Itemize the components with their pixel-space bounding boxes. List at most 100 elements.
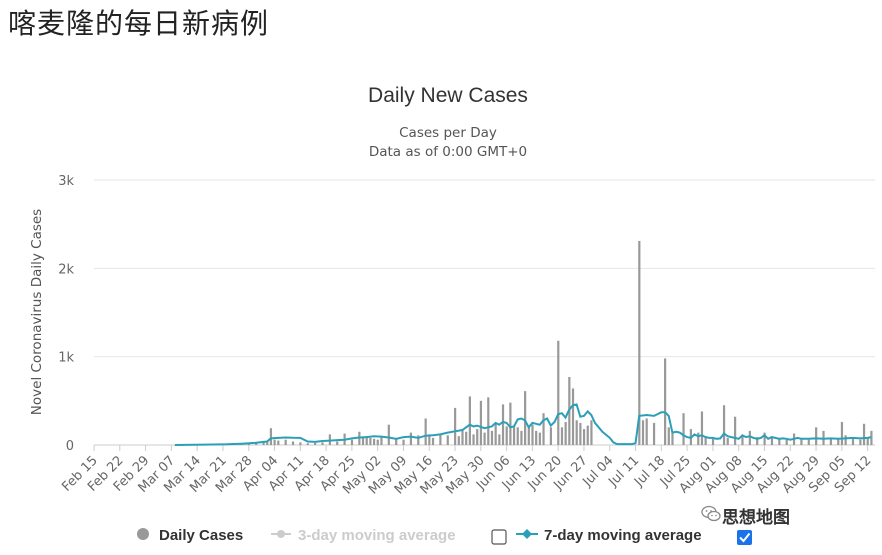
daily-cases-bar	[645, 418, 648, 445]
daily-cases-bar	[387, 424, 390, 445]
daily-cases-bar	[516, 427, 519, 445]
daily-cases-bar	[641, 420, 645, 445]
daily-cases-bar	[734, 416, 737, 445]
daily-cases-bar	[487, 397, 490, 445]
daily-cases-bar	[369, 437, 372, 445]
daily-cases-bar	[557, 340, 560, 445]
checkmark-icon	[739, 532, 751, 543]
page-title: 喀麦隆的每日新病例	[8, 7, 270, 40]
daily-cases-bar	[840, 422, 844, 445]
daily-cases-bar	[306, 443, 309, 445]
daily-cases-bar	[682, 413, 685, 445]
daily-cases-bar	[527, 427, 530, 445]
daily-cases-bar	[402, 439, 405, 445]
ma7-checkbox-box	[737, 530, 752, 545]
daily-cases-bar	[748, 430, 751, 445]
daily-cases-bar	[520, 430, 523, 445]
daily-cases-bar	[468, 396, 471, 445]
chart-subtitle-line1: Cases per Day	[399, 125, 497, 141]
grid-lines	[94, 179, 875, 446]
daily-cases-bar	[417, 435, 420, 445]
daily-cases-bar	[778, 438, 781, 445]
chart-title: Daily New Cases	[368, 84, 528, 107]
daily-cases-bar	[299, 442, 302, 445]
daily-cases-bar	[483, 432, 486, 445]
daily-cases-bar	[579, 422, 582, 445]
daily-cases-bar	[866, 437, 869, 445]
legend-item-7-day-ma[interactable]: 7-day moving average	[516, 527, 702, 544]
daily-cases-bar	[531, 424, 534, 445]
daily-cases-bar	[524, 391, 527, 445]
daily-cases-bar	[509, 402, 512, 445]
daily-cases-bar	[564, 422, 567, 445]
daily-cases-bar	[722, 405, 726, 445]
daily-cases-bar	[785, 439, 788, 445]
daily-cases-bar	[376, 439, 379, 445]
daily-cases-bar	[575, 420, 578, 445]
daily-cases-bar	[560, 427, 564, 445]
daily-cases-bar	[321, 442, 324, 445]
daily-cases-bar	[472, 434, 475, 445]
daily-cases-bar	[284, 439, 287, 445]
daily-cases-bar	[586, 425, 589, 445]
daily-cases-bar	[756, 437, 759, 445]
ma3-marker-icon	[277, 530, 285, 538]
daily-cases-bar	[763, 432, 766, 445]
daily-cases-bar	[549, 427, 553, 445]
daily-cases-bar	[428, 434, 431, 445]
daily-cases-bar	[457, 436, 460, 445]
legend-label-daily-cases: Daily Cases	[159, 527, 243, 544]
daily-cases-bar	[372, 438, 376, 445]
daily-cases-bar	[277, 440, 280, 445]
ma3-checkbox[interactable]	[491, 529, 507, 545]
daily-cases-bar	[431, 437, 435, 445]
daily-cases-bars	[174, 240, 873, 446]
daily-cases-bar	[815, 427, 818, 445]
daily-cases-marker-icon	[137, 528, 149, 540]
daily-cases-bar	[505, 426, 508, 445]
daily-cases-bar	[859, 439, 862, 445]
daily-cases-bar	[667, 427, 670, 445]
daily-cases-bar	[590, 420, 593, 445]
legend-item-daily-cases[interactable]: Daily Cases	[137, 527, 243, 544]
daily-cases-bar	[501, 404, 505, 445]
chart-subtitle-line2: Data as of 0:00 GMT+0	[369, 144, 527, 160]
daily-cases-bar	[512, 425, 516, 445]
legend-label-7-day-ma: 7-day moving average	[544, 527, 702, 544]
daily-cases-bar	[336, 441, 339, 445]
watermark-text: 思想地图	[722, 508, 790, 528]
daily-cases-bar	[542, 413, 545, 445]
daily-cases-bar	[837, 438, 840, 445]
daily-cases-bar	[671, 431, 674, 445]
ma7-checkbox[interactable]	[737, 530, 752, 545]
daily-cases-bar	[361, 437, 365, 445]
daily-cases-bar	[454, 407, 457, 445]
daily-cases-bar	[461, 429, 464, 445]
daily-cases-bar	[365, 436, 368, 445]
y-axis-label: Novel Coronavirus Daily Cases	[29, 209, 45, 415]
daily-cases-bar	[770, 437, 774, 445]
daily-cases-bar	[700, 411, 704, 445]
y-tick-label: 2k	[58, 262, 74, 277]
daily-cases-bar	[535, 430, 538, 445]
daily-cases-bar	[465, 431, 468, 445]
daily-cases-bar	[494, 422, 497, 445]
daily-cases-bar	[439, 433, 442, 445]
daily-cases-bar	[314, 442, 317, 445]
daily-cases-bar	[571, 388, 575, 445]
y-tick-label: 3k	[58, 174, 74, 189]
daily-cases-bar	[350, 439, 354, 445]
daily-cases-bar	[266, 441, 269, 445]
legend-item-3-day-ma[interactable]: 3-day moving average	[271, 527, 456, 544]
daily-cases-bar	[409, 432, 413, 445]
daily-cases-bar	[711, 438, 715, 445]
daily-cases-bar	[273, 439, 276, 445]
daily-cases-bar	[538, 432, 541, 445]
daily-cases-bar	[697, 432, 700, 445]
daily-cases-bar	[652, 422, 656, 445]
daily-cases-bar	[862, 423, 866, 445]
ma7-marker-icon	[522, 529, 532, 539]
daily-cases-bar	[479, 400, 483, 445]
daily-cases-bar	[741, 435, 744, 445]
daily-cases-bar	[424, 418, 427, 445]
